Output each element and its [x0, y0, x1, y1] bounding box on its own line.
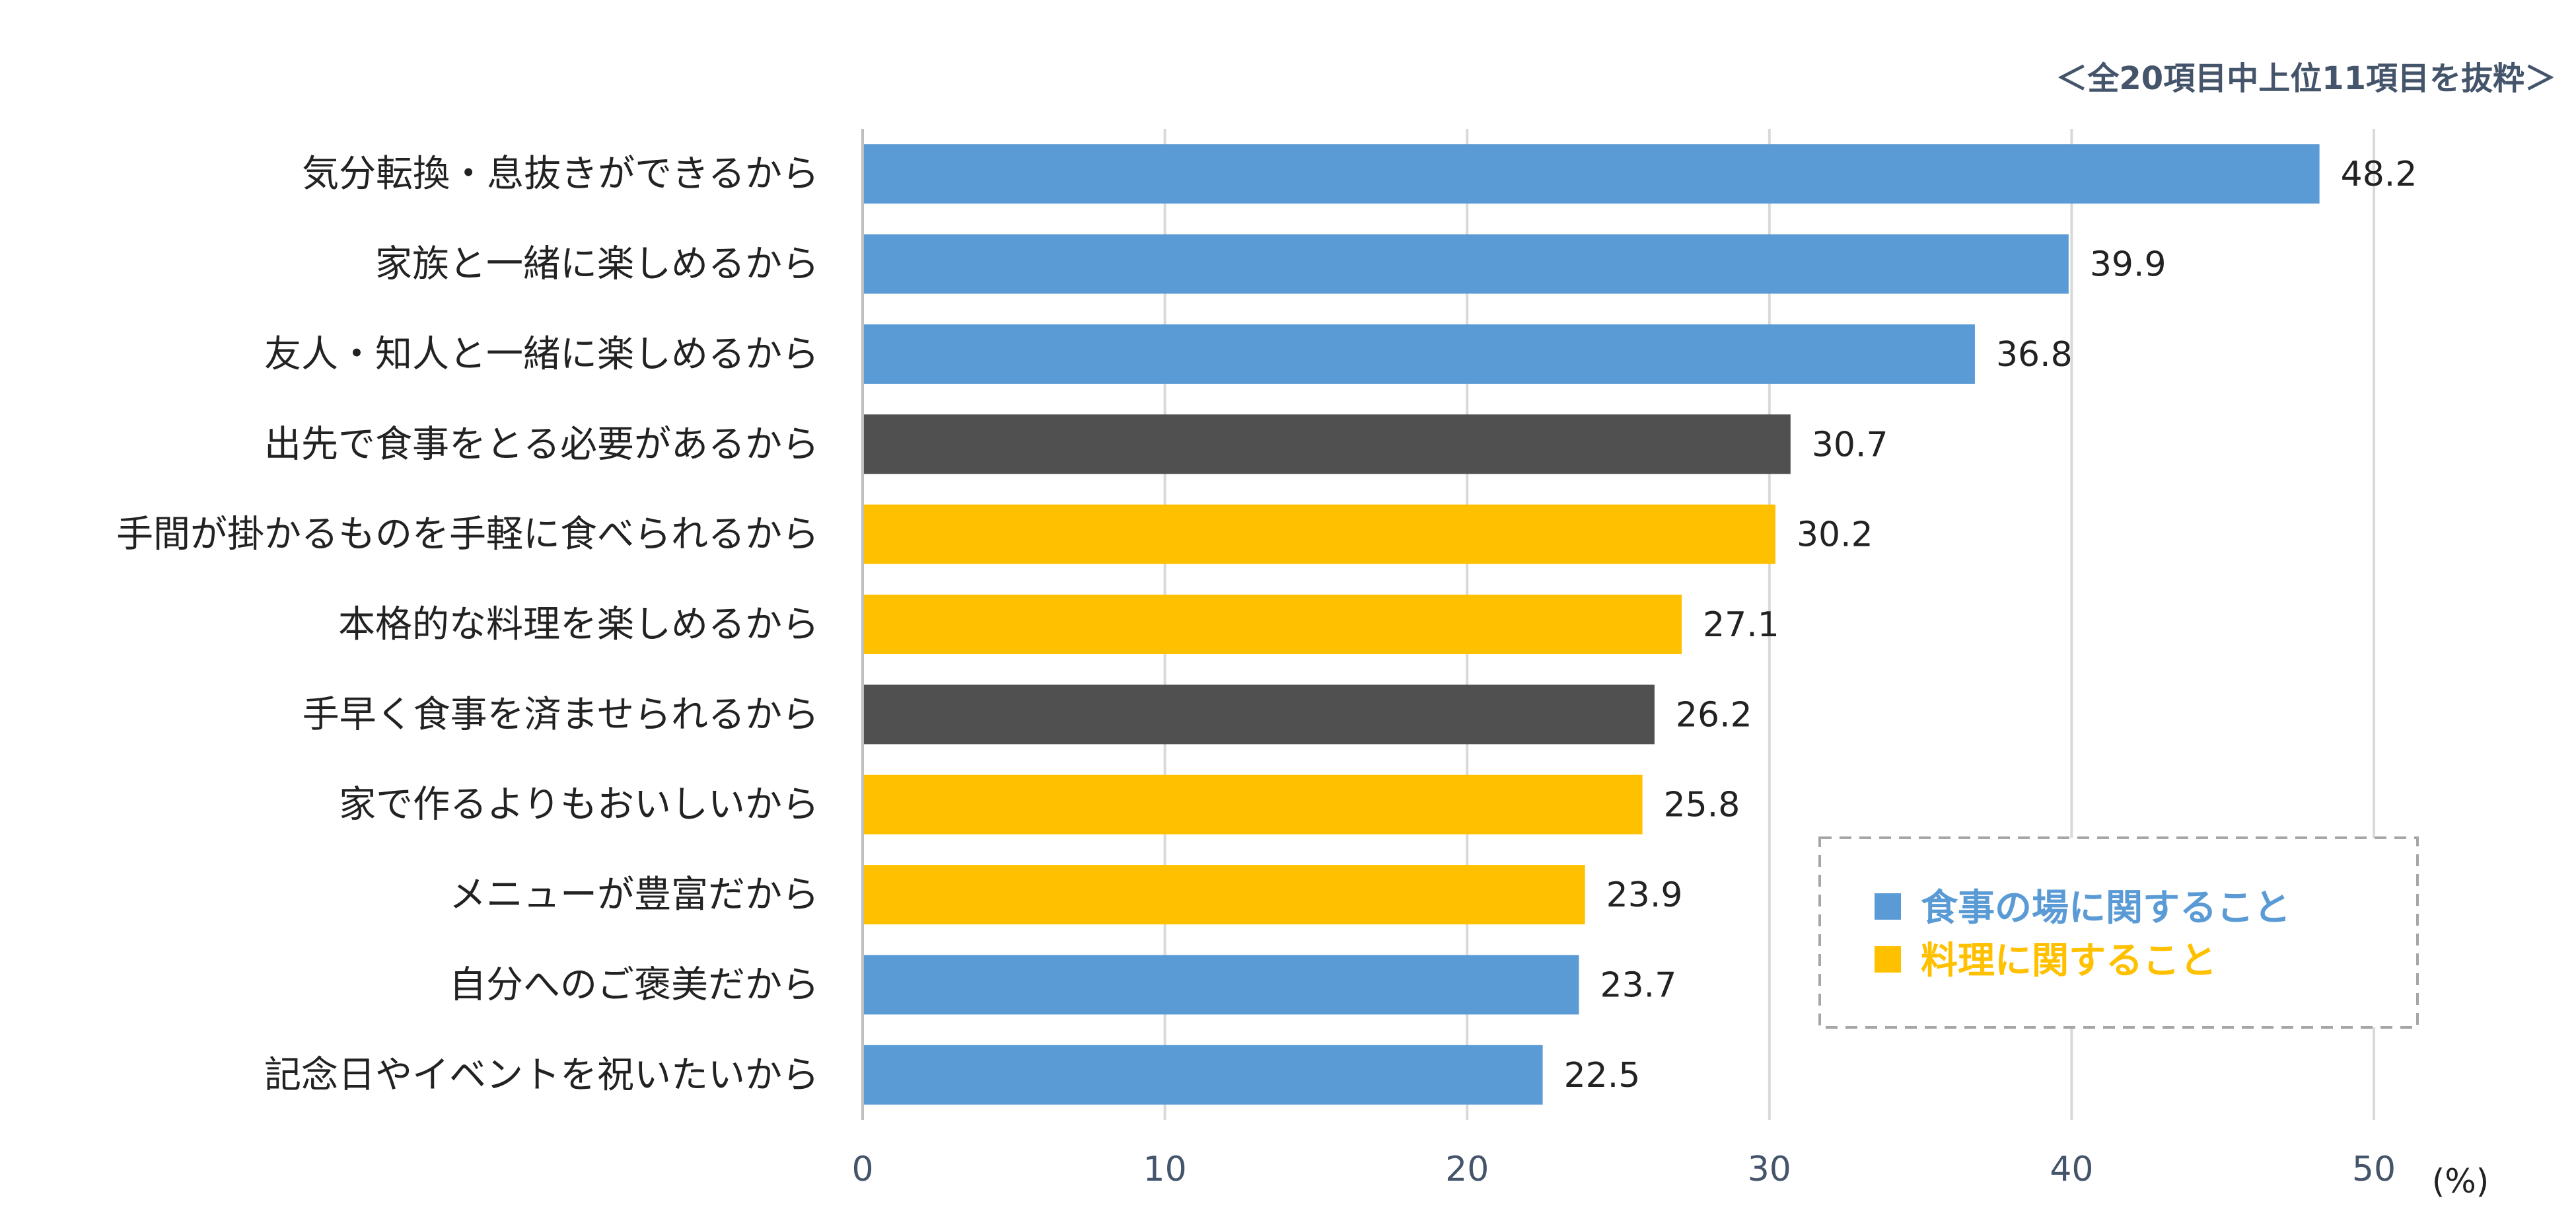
value-label-3: 30.7 — [1812, 425, 1888, 464]
category-label-3: 出先で食事をとる必要があるから — [264, 423, 819, 466]
value-label-4: 30.2 — [1797, 515, 1873, 555]
value-label-10: 22.5 — [1564, 1056, 1641, 1095]
unit-label: (%) — [2432, 1162, 2489, 1201]
x-tick-label-0: 0 — [851, 1150, 873, 1189]
bar-5 — [863, 595, 1682, 654]
value-label-8: 23.9 — [1606, 875, 1683, 915]
labels: 気分転換・息抜きができるから 48.2 家族と一緒に楽しめるから 39.9 友人・知人と… — [116, 153, 2417, 1097]
bar-8 — [863, 865, 1585, 925]
category-label-0: 気分転換・息抜きができるから — [302, 153, 819, 196]
legend-label-food: 料理に関すること — [1921, 940, 2217, 982]
bar-3 — [863, 414, 1791, 474]
value-label-0: 48.2 — [2341, 155, 2417, 194]
category-label-6: 手早く食事を済ませられるから — [303, 693, 819, 736]
category-label-4: 手間が掛かるものを手軽に食べられるから — [116, 513, 819, 556]
x-tick-label-50: 50 — [2352, 1150, 2396, 1189]
value-label-5: 27.1 — [1703, 605, 1779, 645]
bars — [863, 144, 2320, 1105]
bar-10 — [863, 1045, 1543, 1105]
bar-9 — [863, 955, 1579, 1015]
bar-6 — [863, 684, 1655, 745]
bar-1 — [863, 234, 2069, 294]
chart-note: ＜全20項目中上位11項目を抜粋＞ — [2056, 60, 2556, 97]
x-tick-label-10: 10 — [1143, 1150, 1187, 1189]
category-label-8: メニューが豊富だから — [449, 873, 819, 916]
legend-box — [1818, 836, 2419, 1029]
category-label-1: 家族と一緒に楽しめるから — [375, 243, 819, 286]
value-label-6: 26.2 — [1676, 695, 1752, 735]
x-tick-label-30: 30 — [1748, 1150, 1791, 1189]
legend: 食事の場に関すること 料理に関すること — [1818, 836, 2419, 1029]
legend-swatch-place — [1875, 893, 1901, 920]
bar-2 — [863, 324, 1975, 384]
value-label-7: 25.8 — [1664, 786, 1740, 825]
value-label-9: 23.7 — [1600, 965, 1677, 1005]
bar-4 — [863, 504, 1775, 564]
x-tick-label-40: 40 — [2050, 1150, 2093, 1189]
x-tick-label-20: 20 — [1445, 1150, 1489, 1189]
x-axis: 0 10 20 30 40 50 — [851, 129, 2396, 1189]
category-label-2: 友人・知人と一緒に楽しめるから — [264, 333, 819, 376]
category-label-9: 自分へのご褒美だから — [449, 963, 819, 1006]
category-label-10: 記念日やイベントを祝いたいから — [264, 1054, 819, 1097]
legend-label-place: 食事の場に関すること — [1921, 887, 2291, 930]
value-label-1: 39.9 — [2090, 245, 2166, 285]
legend-swatch-food — [1875, 946, 1901, 973]
bar-7 — [863, 774, 1643, 834]
bar-0 — [863, 144, 2320, 204]
category-label-5: 本格的な料理を楽しめるから — [338, 603, 819, 646]
category-label-7: 家で作るよりもおいしいから — [339, 784, 819, 827]
value-label-2: 36.8 — [1996, 335, 2073, 375]
